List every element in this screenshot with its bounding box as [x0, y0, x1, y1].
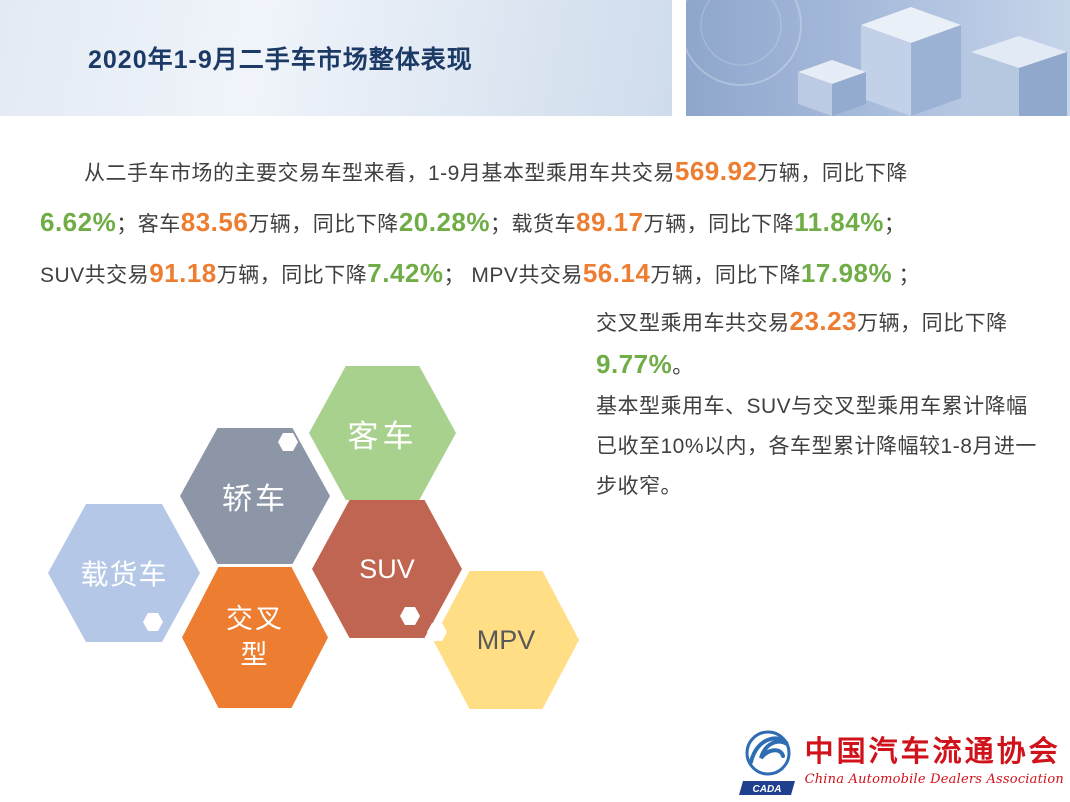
- stat-truck-volume: 89.17: [576, 207, 644, 237]
- hexagon-crossover-label: 交叉型: [226, 604, 284, 671]
- text-segment: 万辆，同比下降: [757, 162, 908, 185]
- hexagon-mpv: MPV: [433, 571, 579, 709]
- stat-basic-volume: 569.92: [674, 156, 758, 186]
- header-decoration-image: [680, 0, 1070, 116]
- stat-suv-volume: 91.18: [149, 258, 217, 288]
- stat-bus-decline: 20.28%: [398, 207, 490, 237]
- stat-crossover-volume: 23.23: [789, 306, 858, 336]
- hexagon-accent-icon: [278, 433, 298, 451]
- text-segment: 万辆，同比下降: [643, 213, 795, 236]
- text-segment: ；: [883, 213, 906, 236]
- hexagon-crossover: 交叉型: [182, 567, 328, 708]
- stat-suv-decline: 7.42%: [367, 258, 444, 288]
- logo-name-chinese: 中国汽车流通协会: [804, 736, 1061, 769]
- hexagon-suv: SUV: [312, 500, 462, 638]
- hexagon-bus-label: 客车: [347, 418, 418, 455]
- cada-logo-icon: CADA: [738, 730, 795, 795]
- text-segment: 万辆，同比下降: [857, 312, 1008, 335]
- stat-truck-decline: 11.84%: [794, 207, 884, 237]
- logo: CADA 中国汽车流通协会 China Automobile Dealers A…: [737, 726, 1064, 798]
- text-segment: ；载货车: [490, 213, 576, 236]
- logo-name-english: China Automobile Dealers Association: [804, 771, 1064, 787]
- hexagon-suv-label: SUV: [359, 553, 415, 584]
- hexagon-accent-icon: [400, 607, 420, 625]
- hexagon-truck: 载货车: [48, 504, 200, 642]
- text-segment: 万辆，同比下降: [650, 264, 801, 287]
- stat-basic-decline: 6.62%: [40, 207, 117, 237]
- hexagon-accent-icon: [143, 613, 163, 631]
- text-segment: 交叉型乘用车共交易: [596, 312, 790, 335]
- hexagon-accent-icon: [427, 623, 447, 641]
- stat-mpv-volume: 56.14: [582, 258, 651, 288]
- hexagon-bus: 客车: [309, 366, 456, 500]
- hexagon-mpv-label: MPV: [476, 624, 536, 655]
- cada-logo-text: CADA: [752, 784, 781, 795]
- text-segment: 万辆，同比下降: [248, 213, 399, 236]
- text-segment: ； MPV共交易: [443, 264, 583, 287]
- main-paragraph: 从二手车市场的主要交易车型来看，1-9月基本型乘用车共交易569.92万辆，同比…: [40, 147, 1038, 300]
- text-segment: ；: [892, 264, 920, 287]
- text-segment: SUV共交易: [40, 264, 150, 287]
- hexagon-sedan: 轿车: [180, 428, 330, 564]
- logo-text-block: 中国汽车流通协会 China Automobile Dealers Associ…: [804, 736, 1064, 787]
- side-note: 基本型乘用车、SUV与交叉型乘用车累计降幅已收至10%以内，各车型累计降幅较1-…: [596, 395, 1037, 498]
- side-paragraph: 交叉型乘用车共交易23.23万辆，同比下降 9.77%。: [596, 301, 1048, 387]
- stat-mpv-decline: 17.98%: [800, 258, 893, 288]
- hexagon-sedan-label: 轿车: [222, 482, 288, 517]
- page-title: 2020年1-9月二手车市场整体表现: [88, 46, 473, 74]
- header-banner: 2020年1-9月二手车市场整体表现: [0, 0, 1070, 116]
- header-left-panel: 2020年1-9月二手车市场整体表现: [0, 0, 672, 116]
- hexagon-truck-label: 载货车: [80, 558, 168, 591]
- text-segment: 。: [672, 355, 694, 378]
- text-segment: 从二手车市场的主要交易车型来看，1-9月基本型乘用车共交易: [84, 162, 675, 185]
- text-segment: ；客车: [116, 213, 181, 236]
- side-text-block: 交叉型乘用车共交易23.23万辆，同比下降 9.77%。 基本型乘用车、SUV与交…: [596, 301, 1048, 507]
- stat-bus-volume: 83.56: [180, 207, 249, 237]
- stat-crossover-decline: 9.77%: [596, 349, 673, 379]
- cubes-illustration-icon: [680, 0, 1070, 116]
- text-segment: 万辆，同比下降: [216, 264, 368, 287]
